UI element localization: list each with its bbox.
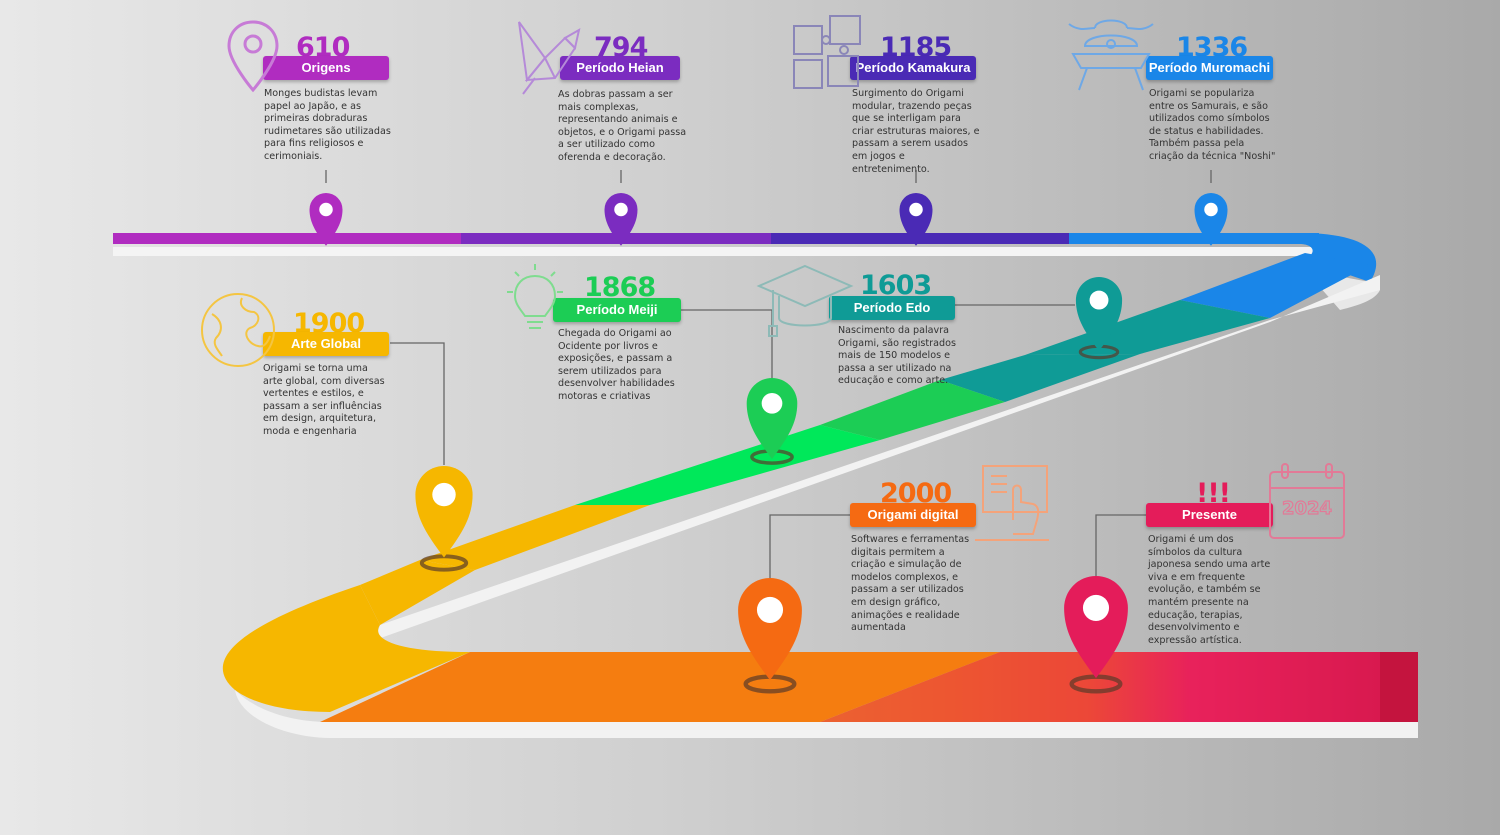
pin-digital xyxy=(738,578,802,694)
calendar-icon: 2024 xyxy=(1269,463,1345,539)
event-label: Período Heian xyxy=(560,56,680,80)
map-pin-icon xyxy=(227,20,279,93)
road-diagonal xyxy=(360,253,1380,640)
puzzle-icon xyxy=(793,15,861,89)
touchscreen-icon xyxy=(975,465,1049,541)
event-year: 1603 xyxy=(860,270,932,301)
event-year: !!! xyxy=(1196,478,1231,509)
event-year: 2000 xyxy=(880,478,952,509)
event-description: Origami se torna uma arte global, com di… xyxy=(263,363,385,437)
globe-icon xyxy=(201,293,275,367)
pin-presente xyxy=(1064,576,1128,694)
event-label: Período Muromachi xyxy=(1146,56,1273,80)
samurai-helmet-icon xyxy=(1068,19,1154,91)
event-description: Chegada do Origami ao Ocidente por livro… xyxy=(558,328,675,402)
pin-kamakura xyxy=(899,193,933,246)
event-label: Período Meiji xyxy=(553,298,681,322)
pin-edo xyxy=(1075,277,1123,360)
event-label: Presente xyxy=(1146,503,1273,527)
pins xyxy=(309,193,1228,694)
graduation-cap-icon xyxy=(756,264,854,337)
event-description: Monges budistas levam papel ao Japão, e … xyxy=(264,88,391,162)
event-description: As dobras passam a ser mais complexas, r… xyxy=(558,89,687,163)
pin-meiji xyxy=(746,377,798,465)
event-description: Origami se populariza entre os Samurais,… xyxy=(1149,88,1276,162)
event-label: Período Kamakura xyxy=(850,56,976,80)
origami-crane-icon xyxy=(518,21,581,95)
road-bottom xyxy=(320,652,1418,722)
connectors xyxy=(325,170,1212,578)
calendar-year-text: 2024 xyxy=(1282,498,1332,519)
event-label: Origens xyxy=(263,56,389,80)
lightbulb-icon xyxy=(507,264,563,329)
event-label: Origami digital xyxy=(850,503,976,527)
event-description: Origami é um dos símbolos da cultura jap… xyxy=(1148,534,1271,646)
pin-muromachi xyxy=(1194,193,1228,246)
event-description: Nascimento da palavra Origami, são regis… xyxy=(838,325,956,387)
road-curve-left xyxy=(222,585,470,712)
pin-global xyxy=(415,466,473,572)
event-description: Softwares e ferramentas digitais permite… xyxy=(851,534,970,634)
event-label: Período Edo xyxy=(829,296,955,320)
event-year: 1868 xyxy=(584,272,656,303)
road-top xyxy=(113,233,1319,256)
event-label: Arte Global xyxy=(263,332,389,356)
pin-heian xyxy=(604,193,638,246)
event-description: Surgimento do Origami modular, trazendo … xyxy=(852,88,980,175)
pin-origens xyxy=(309,193,343,246)
